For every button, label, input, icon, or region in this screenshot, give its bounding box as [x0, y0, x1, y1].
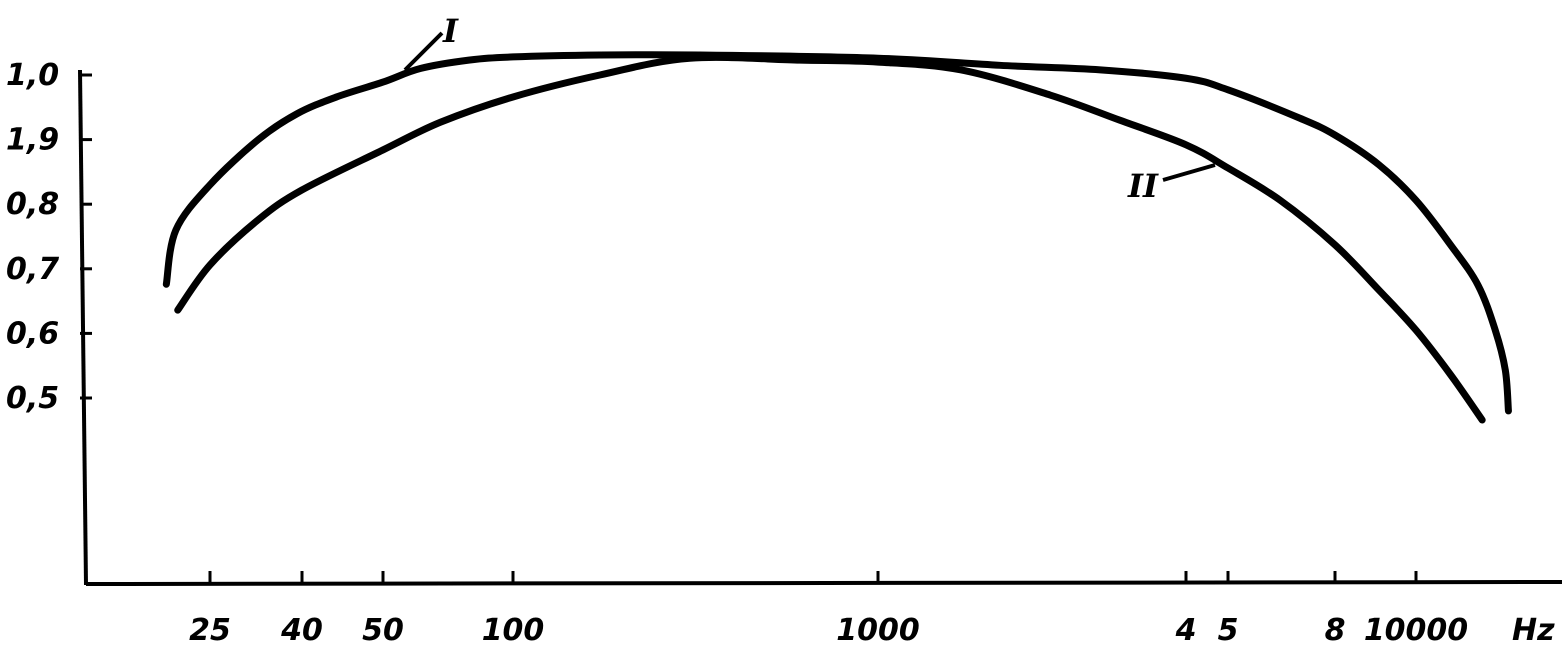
x-unit-label: Hz — [1512, 613, 1555, 648]
x-tick-label: 8 — [1325, 613, 1346, 648]
y-tick-label: 0,5 — [6, 381, 59, 416]
x-tick-label: 40 — [280, 613, 323, 648]
y-tick-label: 1,9 — [6, 123, 59, 158]
y-tick-label: 0,8 — [6, 187, 59, 222]
y-tick-label: 0,7 — [6, 252, 59, 287]
x-tick-label: 5 — [1218, 613, 1239, 648]
curve-ii-leader — [1162, 163, 1216, 182]
x-tick-label: 50 — [362, 613, 404, 648]
curve-ii-label: II — [1127, 167, 1159, 205]
y-tick-label: 1,0 — [6, 58, 59, 93]
curve-ii-line — [174, 53, 1486, 424]
curve-i-line — [162, 51, 1512, 415]
x-tick-label: 1000 — [836, 613, 920, 648]
x-tick-label: 100 — [482, 613, 545, 648]
x-tick-label: 4 — [1175, 613, 1197, 648]
curve-i-label: I — [442, 12, 459, 50]
x-tick-label: 10000 — [1364, 613, 1468, 648]
y-axis — [78, 69, 88, 586]
x-tick-label: 25 — [189, 613, 231, 648]
y-tick-label: 0,6 — [6, 316, 59, 351]
x-axis — [85, 580, 1563, 586]
curve-i-leader — [403, 31, 444, 72]
